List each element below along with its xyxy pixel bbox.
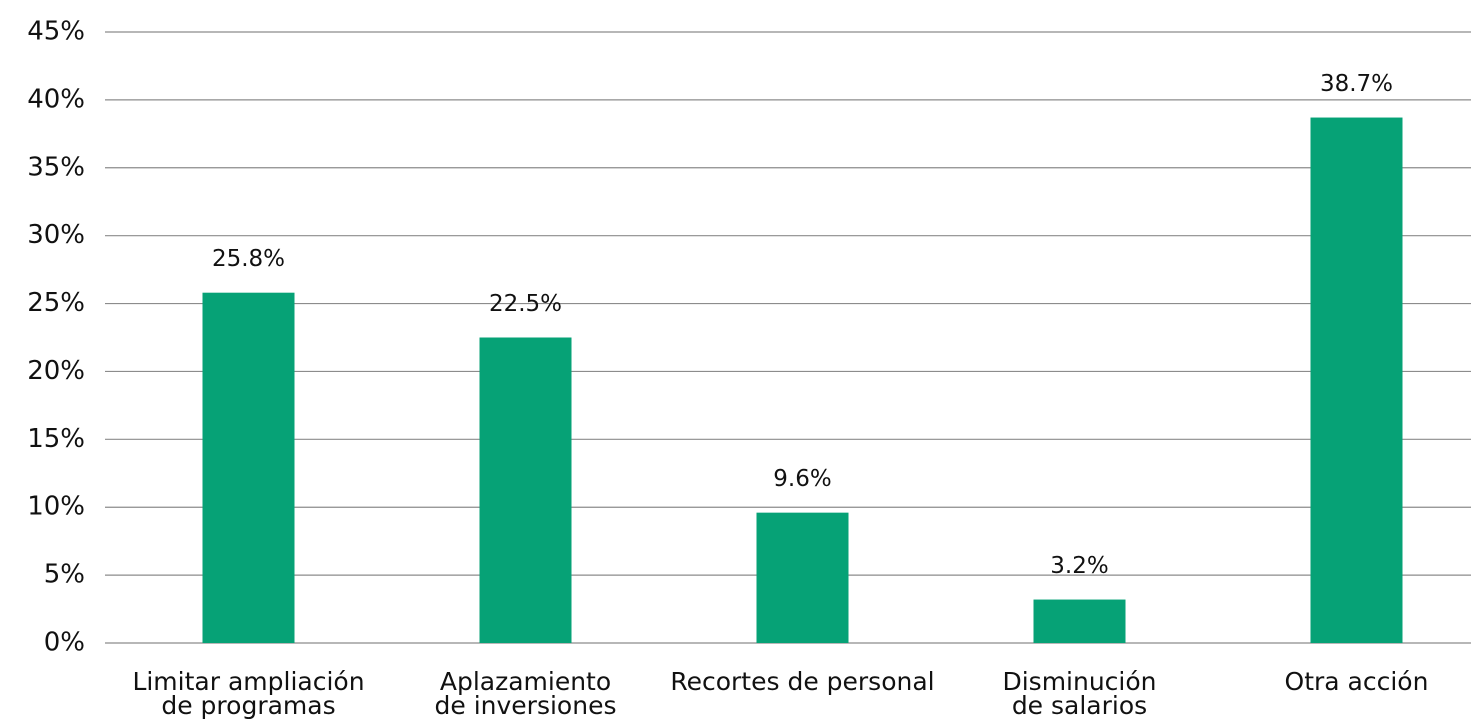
data-label: 22.5% [489,291,562,317]
y-tick-label: 0% [44,628,85,658]
data-label: 25.8% [212,246,285,272]
data-label: 38.7% [1320,71,1393,97]
y-tick-label: 5% [44,560,85,590]
x-tick-label: Recortes de personal [670,667,935,696]
y-tick-label: 30% [27,220,85,250]
bar [1033,599,1126,643]
y-tick-label: 15% [27,424,85,454]
x-tick-label: Limitar ampliación de programas [132,667,365,720]
y-tick-label: 40% [27,84,85,114]
bar [756,512,849,643]
x-tick-label: Disminución de salarios [1002,667,1157,720]
x-tick-label: Aplazamiento de inversiones [434,667,617,720]
y-tick-label: 20% [27,356,85,386]
y-tick-label: 10% [27,492,85,522]
data-label: 3.2% [1050,553,1108,579]
y-tick-label: 45% [27,17,85,47]
y-tick-label: 35% [27,152,85,182]
x-tick-label: Otra acción [1284,667,1429,696]
bar [202,292,295,643]
data-label: 9.6% [773,466,831,492]
bar [479,337,572,643]
bar [1310,117,1403,644]
y-tick-label: 25% [27,288,85,318]
